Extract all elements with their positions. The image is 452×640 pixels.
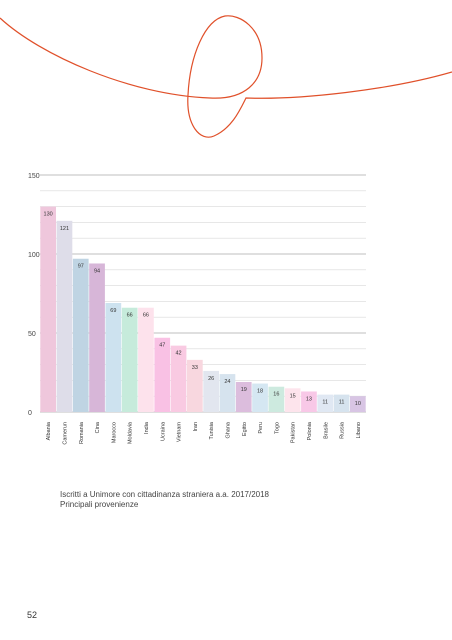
bar: [317, 394, 334, 412]
bar-value-label: 24: [224, 379, 230, 385]
grid-lines: [40, 174, 366, 413]
bars: 130 121 97 94 69 66 66 47 42 33 26 24 19 18 16 15 13 11 11…: [40, 206, 366, 412]
category-label: India: [144, 421, 150, 434]
bar: [252, 383, 268, 412]
bar: [203, 370, 219, 412]
category-label: Togo: [274, 422, 280, 434]
bar-value-label: 18: [257, 389, 263, 395]
bar-value-label: 94: [94, 268, 100, 274]
bar: [187, 359, 203, 412]
bar-value-label: 13: [306, 396, 312, 402]
bar: [235, 381, 252, 412]
category-label: Ghana: [225, 421, 231, 438]
category-label: Vietnam: [177, 422, 183, 442]
bar: [89, 263, 105, 412]
bar-value-label: 42: [175, 351, 181, 357]
bar: [333, 394, 350, 412]
bar: [40, 206, 56, 412]
bar-value-label: 11: [322, 400, 328, 406]
chart-caption: Iscritti a Unimore con cittadinanza stra…: [60, 490, 269, 510]
bar: [105, 302, 122, 412]
curve-path: [0, 15, 452, 138]
bar-value-label: 97: [78, 264, 84, 270]
bar-value-label: 130: [44, 212, 53, 218]
category-label: Libano: [356, 422, 362, 439]
category-label: Russia: [340, 421, 346, 439]
bar: [268, 386, 285, 412]
bar-value-label: 33: [192, 365, 198, 371]
category-label: Egitto: [242, 422, 248, 436]
bar-value-label: 16: [273, 392, 279, 398]
bar-value-label: 69: [110, 308, 116, 314]
bar-value-label: 19: [241, 387, 247, 393]
category-label: Polonia: [307, 421, 313, 440]
bar-chart: 0 50 100 150 130 121 97 94 69 66 66 47 42 33 26 24 19 18…: [28, 173, 366, 445]
bar: [56, 220, 73, 412]
category-label: Marocco: [111, 422, 117, 443]
caption-line-2: Principali provenienze: [60, 500, 139, 509]
decorative-curve: [0, 15, 452, 138]
y-tick-label: 150: [28, 173, 40, 180]
y-tick-label: 100: [28, 252, 40, 259]
bar: [170, 345, 187, 412]
category-label: Ucraina: [160, 421, 166, 441]
bar-value-label: 11: [339, 400, 345, 406]
bar-value-label: 66: [127, 313, 133, 319]
category-label: Tunisia: [209, 421, 215, 439]
bar: [350, 396, 366, 412]
category-label: Peru: [258, 422, 264, 434]
caption-line-1: Iscritti a Unimore con cittadinanza stra…: [60, 490, 270, 499]
category-label: Camerun: [62, 422, 68, 445]
page-number: 52: [27, 610, 38, 620]
bar: [301, 391, 317, 412]
category-label: Moldavia: [128, 421, 134, 444]
bar-value-label: 47: [159, 343, 165, 349]
bar-value-label: 26: [208, 376, 214, 382]
bar: [284, 388, 301, 412]
y-axis-ticks: 0 50 100 150: [28, 173, 40, 417]
bar: [219, 374, 236, 412]
bar: [154, 337, 171, 412]
category-label: Romania: [79, 421, 85, 444]
category-label: Brasile: [323, 422, 329, 439]
bar-value-label: 121: [60, 226, 69, 232]
y-tick-label: 0: [28, 410, 32, 417]
bar-value-label: 10: [355, 401, 361, 407]
category-label: Pakistan: [291, 422, 297, 443]
y-tick-label: 50: [28, 331, 36, 338]
bar-value-label: 66: [143, 313, 149, 319]
category-label: Cina: [95, 421, 101, 433]
bar: [138, 307, 154, 412]
bar: [121, 307, 138, 412]
x-axis-labels: Albania Camerun Romania Cina Marocco Moldavia…: [46, 421, 362, 445]
bar: [72, 258, 89, 412]
bar-value-label: 15: [290, 393, 296, 399]
category-label: Iran: [193, 422, 199, 431]
category-label: Albania: [46, 421, 52, 440]
